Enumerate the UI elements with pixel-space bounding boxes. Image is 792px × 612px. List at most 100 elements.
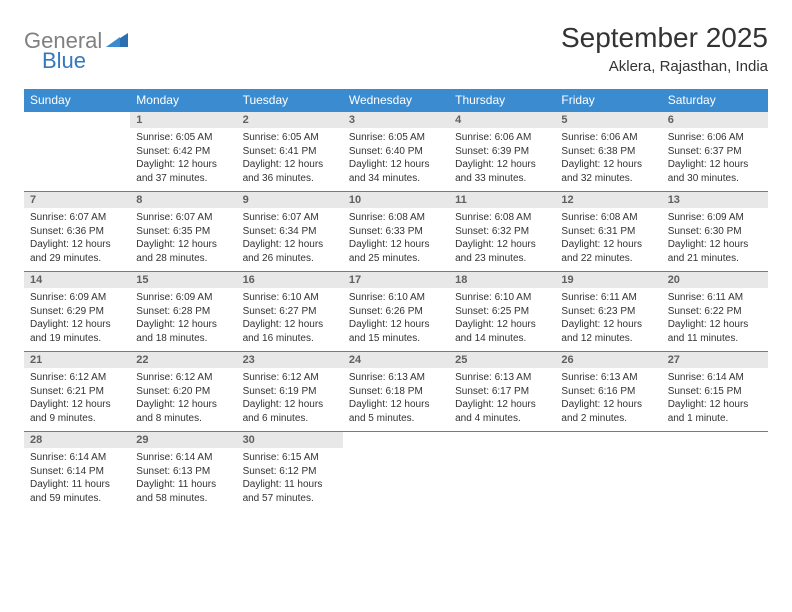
- day-number: 1: [130, 112, 236, 129]
- sunrise-line: Sunrise: 6:08 AM: [349, 211, 443, 225]
- sunrise-line: Sunrise: 6:12 AM: [30, 371, 124, 385]
- daylight-line: Daylight: 11 hours and 57 minutes.: [243, 478, 337, 505]
- weekday-header: Saturday: [662, 89, 768, 112]
- sunrise-line: Sunrise: 6:09 AM: [136, 291, 230, 305]
- day-number: 28: [24, 432, 130, 449]
- daylight-line: Daylight: 12 hours and 8 minutes.: [136, 398, 230, 425]
- day-cell: Sunrise: 6:10 AMSunset: 6:26 PMDaylight:…: [343, 288, 449, 352]
- sunrise-line: Sunrise: 6:10 AM: [243, 291, 337, 305]
- sunrise-line: Sunrise: 6:10 AM: [455, 291, 549, 305]
- day-number: 26: [555, 352, 661, 369]
- empty-cell: [662, 432, 768, 449]
- daylight-line: Daylight: 11 hours and 59 minutes.: [30, 478, 124, 505]
- empty-cell: [343, 432, 449, 449]
- day-cell: Sunrise: 6:06 AMSunset: 6:37 PMDaylight:…: [662, 128, 768, 192]
- day-number: 14: [24, 272, 130, 289]
- day-number: 11: [449, 192, 555, 209]
- sunrise-line: Sunrise: 6:09 AM: [30, 291, 124, 305]
- sunrise-line: Sunrise: 6:15 AM: [243, 451, 337, 465]
- sunset-line: Sunset: 6:38 PM: [561, 145, 655, 159]
- content-row: Sunrise: 6:14 AMSunset: 6:14 PMDaylight:…: [24, 448, 768, 511]
- day-cell: Sunrise: 6:13 AMSunset: 6:17 PMDaylight:…: [449, 368, 555, 432]
- sunset-line: Sunset: 6:29 PM: [30, 305, 124, 319]
- sunrise-line: Sunrise: 6:13 AM: [561, 371, 655, 385]
- empty-cell: [343, 448, 449, 511]
- daylight-line: Daylight: 12 hours and 22 minutes.: [561, 238, 655, 265]
- day-number: 2: [237, 112, 343, 129]
- sunrise-line: Sunrise: 6:14 AM: [668, 371, 762, 385]
- sunset-line: Sunset: 6:41 PM: [243, 145, 337, 159]
- content-row: Sunrise: 6:07 AM Sunset: 6:36 PM Daylight:…: [24, 208, 768, 272]
- day-cell: Sunrise: 6:07 AMSunset: 6:36 PMDaylight:…: [24, 208, 130, 272]
- day-number: 15: [130, 272, 236, 289]
- day-cell: Sunrise: 6:05 AMSunset: 6:42 PMDaylight:…: [130, 128, 236, 192]
- sunset-line: Sunset: 6:42 PM: [136, 145, 230, 159]
- sunrise-line: Sunrise: 6:10 AM: [349, 291, 443, 305]
- daylight-line: Daylight: 12 hours and 18 minutes.: [136, 318, 230, 345]
- daylight-line: Daylight: 12 hours and 21 minutes.: [668, 238, 762, 265]
- weekday-header-row: SundayMondayTuesdayWednesdayThursdayFrid…: [24, 89, 768, 112]
- daynum-row: 282930: [24, 432, 768, 449]
- title-block: September 2025 Aklera, Rajasthan, India: [561, 22, 768, 75]
- empty-cell: [24, 128, 130, 192]
- sunset-line: Sunset: 6:20 PM: [136, 385, 230, 399]
- location: Aklera, Rajasthan, India: [561, 58, 768, 75]
- sunrise-line: Sunrise: 6:08 AM: [561, 211, 655, 225]
- sunset-line: Sunset: 6:34 PM: [243, 225, 337, 239]
- sunrise-line: Sunrise: 6:07 AM: [136, 211, 230, 225]
- day-number: 17: [343, 272, 449, 289]
- day-number: 30: [237, 432, 343, 449]
- empty-cell: [555, 448, 661, 511]
- calendar-table: SundayMondayTuesdayWednesdayThursdayFrid…: [24, 89, 768, 511]
- daylight-line: Daylight: 12 hours and 1 minute.: [668, 398, 762, 425]
- day-cell: Sunrise: 6:10 AMSunset: 6:27 PMDaylight:…: [237, 288, 343, 352]
- day-cell: Sunrise: 6:13 AMSunset: 6:16 PMDaylight:…: [555, 368, 661, 432]
- day-number: 22: [130, 352, 236, 369]
- sunset-line: Sunset: 6:19 PM: [243, 385, 337, 399]
- sunset-line: Sunset: 6:36 PM: [30, 225, 124, 239]
- day-cell: Sunrise: 6:06 AMSunset: 6:38 PMDaylight:…: [555, 128, 661, 192]
- day-cell: Sunrise: 6:08 AMSunset: 6:32 PMDaylight:…: [449, 208, 555, 272]
- day-number: 7: [24, 192, 130, 209]
- daylight-line: Daylight: 12 hours and 34 minutes.: [349, 158, 443, 185]
- daynum-row: 78910111213: [24, 192, 768, 209]
- sunset-line: Sunset: 6:37 PM: [668, 145, 762, 159]
- day-cell: Sunrise: 6:11 AMSunset: 6:22 PMDaylight:…: [662, 288, 768, 352]
- daylight-line: Daylight: 12 hours and 19 minutes.: [30, 318, 124, 345]
- daylight-line: Daylight: 12 hours and 2 minutes.: [561, 398, 655, 425]
- daylight-line: Daylight: 12 hours and 9 minutes.: [30, 398, 124, 425]
- sunrise-line: Sunrise: 6:06 AM: [561, 131, 655, 145]
- day-number: 19: [555, 272, 661, 289]
- day-number: 25: [449, 352, 555, 369]
- sunset-line: Sunset: 6:32 PM: [455, 225, 549, 239]
- day-cell: Sunrise: 6:08 AMSunset: 6:31 PMDaylight:…: [555, 208, 661, 272]
- sunrise-line: Sunrise: 6:14 AM: [136, 451, 230, 465]
- daylight-line: Daylight: 12 hours and 15 minutes.: [349, 318, 443, 345]
- sunset-line: Sunset: 6:40 PM: [349, 145, 443, 159]
- month-title: September 2025: [561, 22, 768, 54]
- daylight-line: Daylight: 12 hours and 4 minutes.: [455, 398, 549, 425]
- weekday-header: Sunday: [24, 89, 130, 112]
- daylight-line: Daylight: 12 hours and 26 minutes.: [243, 238, 337, 265]
- daylight-line: Daylight: 12 hours and 23 minutes.: [455, 238, 549, 265]
- sunset-line: Sunset: 6:21 PM: [30, 385, 124, 399]
- daylight-line: Daylight: 12 hours and 16 minutes.: [243, 318, 337, 345]
- sunset-line: Sunset: 6:30 PM: [668, 225, 762, 239]
- sunset-line: Sunset: 6:12 PM: [243, 465, 337, 479]
- day-cell: Sunrise: 6:14 AMSunset: 6:15 PMDaylight:…: [662, 368, 768, 432]
- day-number: 3: [343, 112, 449, 129]
- sunrise-line: Sunrise: 6:13 AM: [455, 371, 549, 385]
- sunset-line: Sunset: 6:27 PM: [243, 305, 337, 319]
- sunrise-line: Sunrise: 6:06 AM: [668, 131, 762, 145]
- daynum-row: 123456: [24, 112, 768, 129]
- daylight-line: Daylight: 12 hours and 25 minutes.: [349, 238, 443, 265]
- day-number: 8: [130, 192, 236, 209]
- empty-cell: [555, 432, 661, 449]
- daynum-row: 14151617181920: [24, 272, 768, 289]
- sunrise-line: Sunrise: 6:05 AM: [136, 131, 230, 145]
- sunrise-line: Sunrise: 6:07 AM: [243, 211, 337, 225]
- day-cell: Sunrise: 6:12 AMSunset: 6:20 PMDaylight:…: [130, 368, 236, 432]
- daynum-row: 21222324252627: [24, 352, 768, 369]
- daylight-line: Daylight: 12 hours and 36 minutes.: [243, 158, 337, 185]
- sunset-line: Sunset: 6:39 PM: [455, 145, 549, 159]
